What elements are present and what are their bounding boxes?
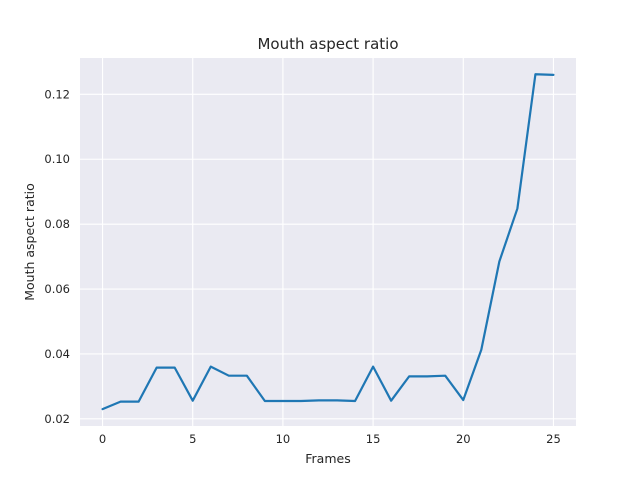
series-group — [101, 73, 555, 411]
x-tick-label: 10 — [276, 432, 291, 446]
x-tick-label: 0 — [99, 432, 106, 446]
grid-lines — [80, 58, 576, 426]
series-line — [101, 73, 555, 411]
x-tick-label: 15 — [366, 432, 381, 446]
y-tick-label: 0.12 — [44, 87, 70, 101]
y-axis-label: Mouth aspect ratio — [22, 183, 37, 301]
x-axis-label: Frames — [305, 451, 350, 466]
y-tick-label: 0.06 — [44, 282, 70, 296]
y-tick-labels: 0.02 0.04 0.06 0.08 0.10 0.12 — [44, 87, 70, 426]
y-tick-label: 0.04 — [44, 347, 70, 361]
x-tick-labels: 0 5 10 15 20 25 — [99, 432, 561, 446]
x-tick-label: 5 — [189, 432, 196, 446]
y-tick-label: 0.08 — [44, 217, 70, 231]
plot-area — [80, 58, 576, 426]
x-tick-label: 20 — [456, 432, 471, 446]
y-tick-label: 0.02 — [44, 412, 70, 426]
chart-title: Mouth aspect ratio — [257, 35, 398, 53]
y-tick-label: 0.10 — [44, 152, 70, 166]
x-tick-label: 25 — [546, 432, 561, 446]
